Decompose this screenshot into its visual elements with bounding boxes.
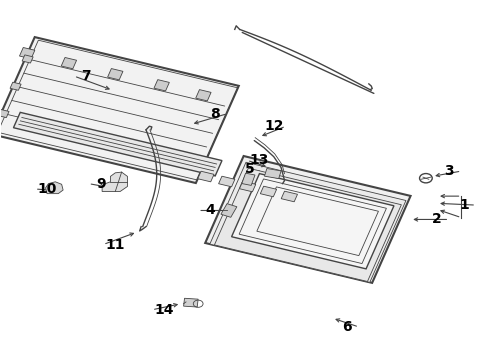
Text: 2: 2 bbox=[431, 212, 441, 226]
Polygon shape bbox=[154, 80, 169, 91]
Polygon shape bbox=[10, 82, 21, 90]
Polygon shape bbox=[195, 90, 211, 101]
Text: 9: 9 bbox=[96, 177, 105, 190]
Polygon shape bbox=[231, 174, 393, 269]
Text: 4: 4 bbox=[205, 203, 215, 217]
Polygon shape bbox=[281, 191, 297, 202]
Text: 13: 13 bbox=[249, 153, 268, 167]
Polygon shape bbox=[102, 172, 127, 192]
Text: 5: 5 bbox=[244, 162, 254, 176]
Polygon shape bbox=[22, 55, 33, 63]
Polygon shape bbox=[14, 112, 222, 176]
Text: 10: 10 bbox=[37, 182, 57, 196]
Polygon shape bbox=[45, 182, 63, 194]
Text: 11: 11 bbox=[105, 238, 125, 252]
Polygon shape bbox=[209, 162, 405, 282]
Polygon shape bbox=[0, 109, 9, 118]
Polygon shape bbox=[218, 176, 234, 187]
Polygon shape bbox=[260, 186, 276, 197]
Polygon shape bbox=[61, 58, 77, 69]
Polygon shape bbox=[221, 204, 236, 217]
Text: 3: 3 bbox=[444, 164, 453, 178]
Polygon shape bbox=[214, 168, 401, 282]
Polygon shape bbox=[107, 68, 122, 80]
Polygon shape bbox=[20, 48, 35, 59]
Polygon shape bbox=[0, 37, 238, 183]
Polygon shape bbox=[197, 171, 214, 182]
Text: 14: 14 bbox=[154, 303, 173, 317]
Text: 12: 12 bbox=[264, 119, 283, 133]
Text: 6: 6 bbox=[342, 320, 351, 334]
Polygon shape bbox=[239, 181, 255, 192]
Text: 8: 8 bbox=[210, 107, 220, 121]
Polygon shape bbox=[183, 298, 198, 307]
Polygon shape bbox=[241, 173, 254, 185]
Polygon shape bbox=[205, 156, 410, 283]
Polygon shape bbox=[264, 168, 281, 179]
Text: 7: 7 bbox=[81, 69, 91, 83]
Text: 1: 1 bbox=[458, 198, 468, 212]
